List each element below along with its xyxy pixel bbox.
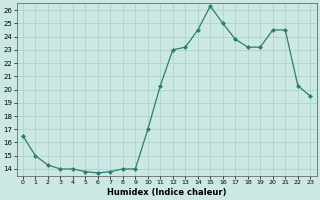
X-axis label: Humidex (Indice chaleur): Humidex (Indice chaleur): [107, 188, 226, 197]
